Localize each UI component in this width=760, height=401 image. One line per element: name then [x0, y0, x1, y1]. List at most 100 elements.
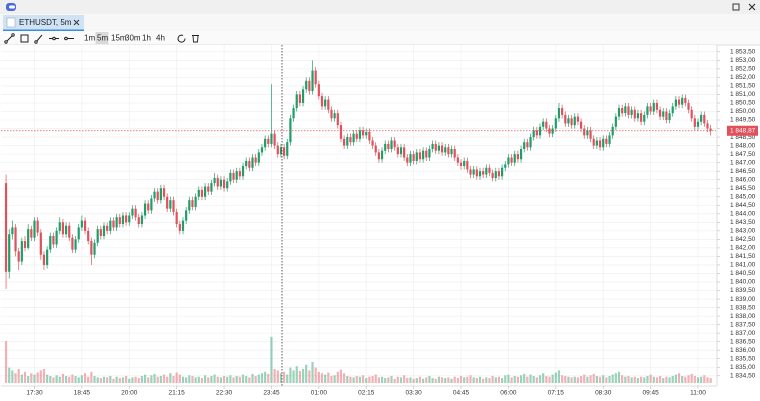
interval-selected: [95, 32, 109, 44]
interval-button[interactable]: 15m: [111, 34, 127, 43]
candle-body: [665, 111, 668, 121]
volume-bar: [235, 376, 238, 383]
candle-body: [488, 167, 491, 173]
candle-body: [260, 147, 264, 153]
tab-close[interactable]: [73, 19, 80, 26]
candle-body: [257, 152, 260, 163]
tab-icon: [6, 17, 16, 28]
volume-bar: [403, 375, 406, 383]
candle-body: [80, 220, 83, 228]
volume-bar: [204, 375, 207, 383]
delete-button[interactable]: [192, 35, 199, 43]
y-tick-label: 1 843,50: [730, 219, 756, 226]
close-window-button[interactable]: [748, 3, 756, 11]
candle-body: [478, 171, 482, 177]
candle-body: [677, 99, 681, 105]
volume-bar: [526, 376, 529, 383]
volume-bar: [602, 375, 605, 383]
volume-bar: [289, 367, 292, 383]
volume-bar: [456, 378, 459, 383]
volume-bar: [71, 374, 74, 383]
candle-body: [614, 116, 617, 127]
interval-button[interactable]: 30m: [125, 34, 141, 43]
candle-body: [352, 133, 355, 143]
volume-bar: [507, 374, 510, 383]
candle-body: [49, 235, 52, 250]
candle-body: [418, 152, 422, 160]
volume-bar: [314, 367, 317, 383]
candle-body: [681, 97, 684, 105]
volume-bar: [27, 376, 30, 383]
candle-body: [222, 179, 226, 189]
candle-body: [551, 128, 554, 134]
candle-body: [134, 208, 137, 218]
candle-body: [475, 169, 478, 177]
candle-body: [254, 157, 257, 163]
candle-body: [377, 152, 380, 160]
candle-body: [162, 188, 166, 197]
volume-bar: [339, 369, 343, 383]
volume-bar: [305, 364, 308, 383]
candle-body: [349, 137, 352, 143]
candle-body: [485, 167, 488, 175]
candle-body: [482, 171, 485, 175]
candle-body: [8, 234, 11, 272]
volume-bar: [690, 373, 693, 383]
tab[interactable]: [3, 15, 84, 31]
volume-bar: [384, 378, 387, 383]
volume-bar: [529, 374, 532, 383]
volume-bar: [17, 369, 20, 383]
volume-bar: [706, 377, 709, 383]
volume-bar: [444, 378, 447, 383]
candle-body: [36, 220, 39, 233]
y-tick-label: 1 851,50: [730, 83, 756, 90]
volume-bar: [147, 377, 150, 383]
candle-body: [706, 123, 709, 129]
volume-bar: [592, 373, 595, 383]
volume-bar: [267, 373, 270, 383]
candle-body: [554, 118, 557, 129]
candle-body: [538, 126, 542, 136]
y-tick-label: 1 840,50: [730, 270, 756, 277]
maximize-button[interactable]: [732, 3, 740, 11]
volume-bar: [469, 375, 472, 383]
candle-body: [102, 225, 106, 236]
candle-body: [125, 215, 128, 223]
volume-bar: [153, 373, 156, 383]
interval-button[interactable]: 4h: [156, 34, 165, 43]
candle-body: [579, 121, 583, 129]
rectangle-tool[interactable]: [20, 34, 29, 43]
interval-button[interactable]: 1m: [84, 34, 95, 43]
volume-bar: [352, 377, 355, 383]
interval-button[interactable]: 1h: [142, 34, 151, 43]
candle-body: [690, 109, 693, 119]
volume-bar: [377, 377, 380, 383]
volume-bar: [396, 376, 399, 383]
volume-bar: [96, 377, 99, 383]
candle-body: [384, 143, 387, 151]
volume-bar: [478, 376, 482, 383]
candle-body: [633, 109, 636, 119]
y-tick-label: 1 852,00: [730, 74, 756, 81]
tab-title: ETHUSDT, 5m: [19, 18, 72, 27]
candle-body: [27, 229, 30, 248]
volume-bar: [358, 376, 362, 383]
candle-body: [61, 222, 65, 235]
candle-layer: [1, 60, 716, 289]
candle-body: [557, 108, 561, 119]
refresh-button[interactable]: [177, 34, 186, 43]
volume-bar: [554, 372, 557, 383]
volume-bar: [125, 376, 128, 383]
volume-bar: [355, 376, 358, 383]
candle-body: [380, 150, 384, 160]
volume-bar: [497, 376, 501, 383]
volume-bar: [137, 378, 140, 383]
candle-body: [542, 121, 545, 127]
volume-bar: [33, 374, 36, 383]
volume-bar: [55, 375, 58, 383]
candle-body: [327, 99, 330, 110]
y-tick-label: 1 839,50: [730, 287, 756, 294]
candle-body: [431, 143, 434, 150]
interval-button[interactable]: 5m: [97, 34, 108, 43]
volume-bar: [90, 371, 93, 383]
